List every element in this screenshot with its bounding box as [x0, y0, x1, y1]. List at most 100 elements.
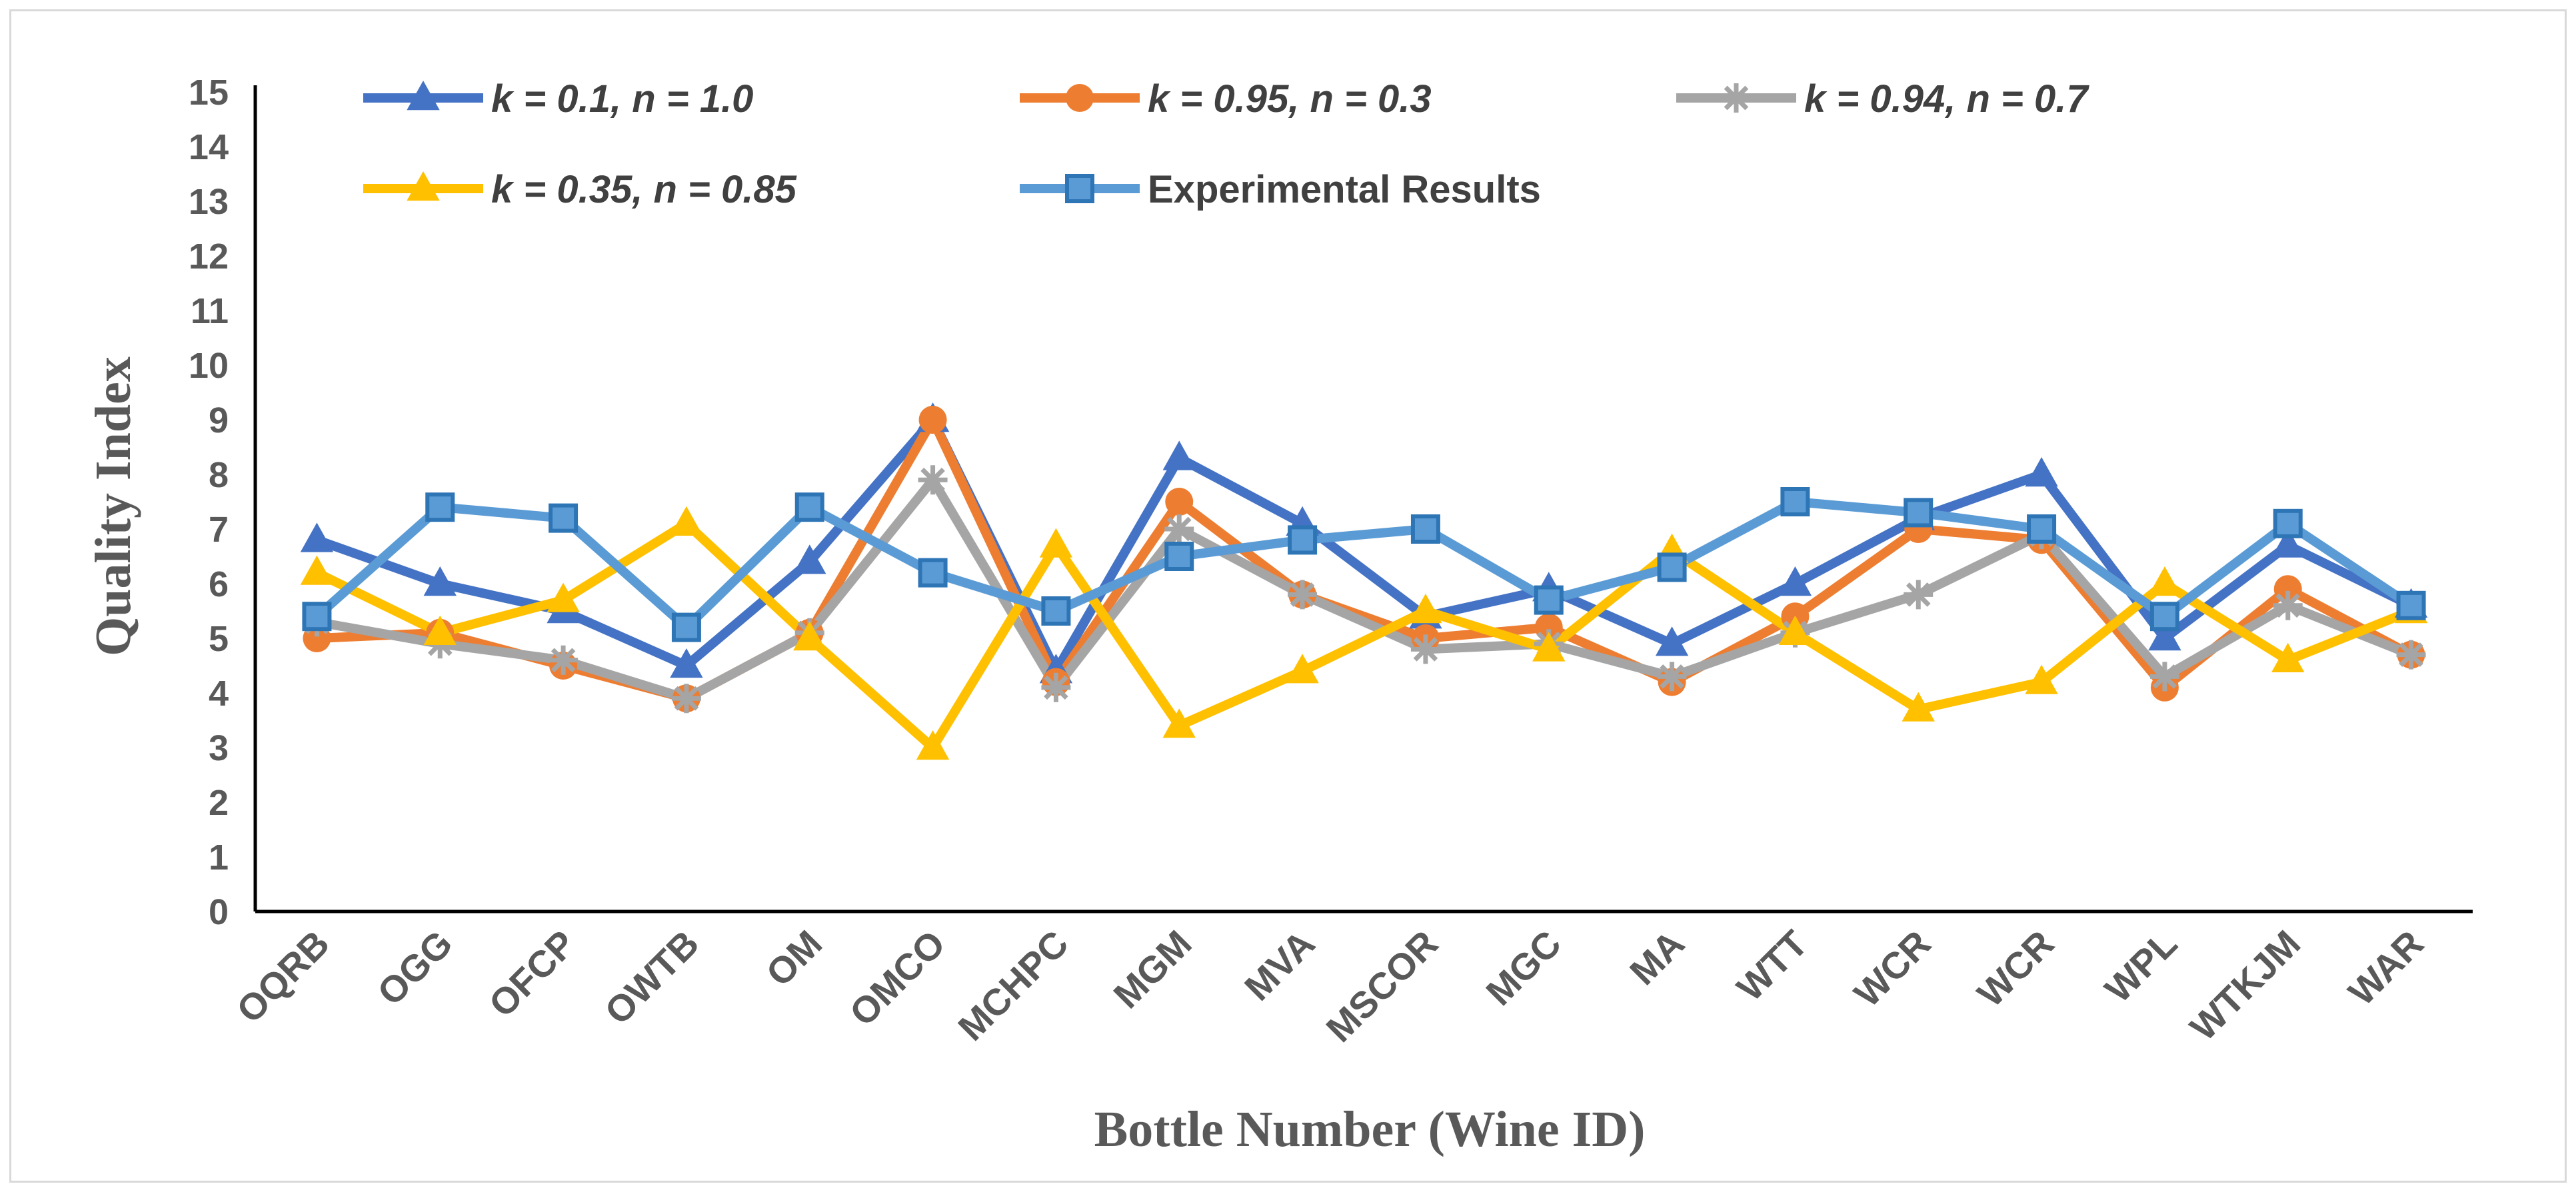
- legend-entry: k = 0.94, n = 0.7: [1676, 77, 2089, 121]
- series-lines: [313, 409, 2414, 755]
- data-point-marker: [1410, 634, 1440, 664]
- y-tick-label: 3: [209, 728, 229, 768]
- y-tick-label: 0: [209, 892, 229, 932]
- legend-entry: Experimental Results: [1020, 168, 1541, 211]
- y-tick-label: 12: [189, 237, 229, 277]
- data-point-marker: [916, 730, 950, 760]
- legend: k = 0.1, n = 1.0 k = 0.95, n = 0.3 k = 0.9…: [363, 77, 2089, 211]
- x-tick-label: WPL: [2097, 922, 2185, 1011]
- data-point-marker: [2271, 528, 2305, 558]
- data-point-marker: [1902, 692, 1935, 722]
- y-tick-label: 11: [191, 291, 229, 331]
- data-point-marker: [2273, 590, 2303, 620]
- data-point-marker: [2149, 662, 2179, 692]
- y-tick-label: 4: [209, 674, 229, 714]
- x-tick-label: OWTB: [597, 922, 707, 1033]
- x-tick-label: WAR: [2340, 922, 2431, 1013]
- data-point-marker: [1532, 632, 1566, 662]
- data-point-marker: [671, 684, 701, 714]
- data-point-marker: [2271, 642, 2305, 672]
- data-point-marker: [793, 544, 826, 574]
- x-tick-label: MA: [1622, 922, 1692, 993]
- data-point-marker: [1657, 552, 1687, 582]
- data-point-marker: [547, 582, 580, 612]
- x-tick-label: OMCO: [841, 922, 953, 1034]
- data-point-marker: [1655, 626, 1689, 656]
- y-tick-label: 10: [189, 346, 229, 386]
- data-point-marker: [1534, 585, 1564, 615]
- legend-label: k = 0.95, n = 0.3: [1148, 77, 1432, 121]
- legend-marker: [407, 171, 440, 201]
- data-point-marker: [549, 645, 579, 675]
- legend-entry: k = 0.35, n = 0.85: [363, 168, 797, 211]
- data-point-marker: [1164, 514, 1194, 544]
- data-point-marker: [2025, 457, 2058, 487]
- x-tick-label: WCR: [1846, 922, 1939, 1015]
- data-point-marker: [1164, 542, 1194, 571]
- y-tick-label: 9: [209, 400, 229, 440]
- data-point-marker: [423, 615, 457, 645]
- y-tick-label: 15: [189, 73, 229, 113]
- legend-entry: k = 0.1, n = 1.0: [363, 77, 753, 121]
- data-point-marker: [1904, 498, 1933, 528]
- series-line-4: [313, 496, 2414, 634]
- x-axis-title: Bottle Number (Wine ID): [1094, 1101, 1646, 1157]
- x-tick-label: OFCP: [481, 922, 584, 1025]
- y-tick-label: 6: [209, 564, 229, 604]
- y-tick-label: 7: [209, 510, 229, 550]
- data-point-marker: [670, 506, 703, 536]
- series-markers: [300, 402, 2428, 760]
- legend-marker: [407, 81, 440, 111]
- x-tick-label: MCHPC: [950, 922, 1076, 1049]
- data-point-marker: [2148, 566, 2181, 596]
- data-point-marker: [2396, 640, 2426, 670]
- data-point-marker: [2273, 508, 2303, 538]
- data-point-marker: [671, 612, 701, 642]
- legend-label: k = 0.1, n = 1.0: [491, 77, 753, 121]
- data-point-marker: [300, 522, 334, 552]
- x-tick-label: MVA: [1236, 922, 1323, 1009]
- y-tick-label: 1: [209, 838, 229, 878]
- series-line-3: [315, 518, 2413, 755]
- legend-label: k = 0.35, n = 0.85: [491, 168, 797, 211]
- legend-entry: k = 0.95, n = 0.3: [1020, 77, 1432, 121]
- y-tick-label: 2: [209, 783, 229, 823]
- data-point-marker: [2025, 664, 2058, 694]
- x-tick-label: OQRB: [229, 922, 337, 1031]
- data-point-marker: [2148, 621, 2181, 651]
- data-point-marker: [300, 555, 334, 585]
- y-tick-label: 8: [209, 455, 229, 495]
- data-point-marker: [2027, 514, 2057, 544]
- y-tick-label: 5: [209, 619, 229, 659]
- data-point-marker: [549, 503, 579, 533]
- x-tick-label: MSCOR: [1318, 922, 1446, 1050]
- data-point-marker: [1162, 708, 1196, 738]
- x-tick-label: OGG: [369, 922, 461, 1013]
- data-point-marker: [1039, 528, 1073, 558]
- legend-label: Experimental Results: [1148, 168, 1541, 211]
- data-point-marker: [1778, 615, 1812, 645]
- x-tick-label: OM: [758, 922, 830, 994]
- data-point-marker: [1286, 654, 1319, 684]
- data-point-marker: [1904, 580, 1933, 610]
- series-line-2: [316, 471, 2413, 704]
- data-point-marker: [2396, 590, 2426, 620]
- data-point-marker: [1409, 594, 1442, 624]
- series-line-0: [315, 411, 2413, 682]
- data-point-marker: [794, 492, 824, 522]
- data-point-marker: [1780, 487, 1810, 516]
- x-tick-label: WTT: [1729, 922, 1816, 1009]
- data-point-marker: [423, 566, 457, 596]
- x-tick-label: MGC: [1478, 922, 1569, 1013]
- data-point-marker: [1288, 525, 1318, 555]
- data-point-marker: [918, 465, 948, 495]
- data-point-marker: [918, 558, 948, 588]
- legend-marker: [1065, 174, 1094, 203]
- y-tick-label: 14: [189, 127, 229, 167]
- data-point-marker: [425, 492, 455, 522]
- data-point-marker: [1410, 514, 1440, 544]
- data-point-marker: [1162, 440, 1196, 470]
